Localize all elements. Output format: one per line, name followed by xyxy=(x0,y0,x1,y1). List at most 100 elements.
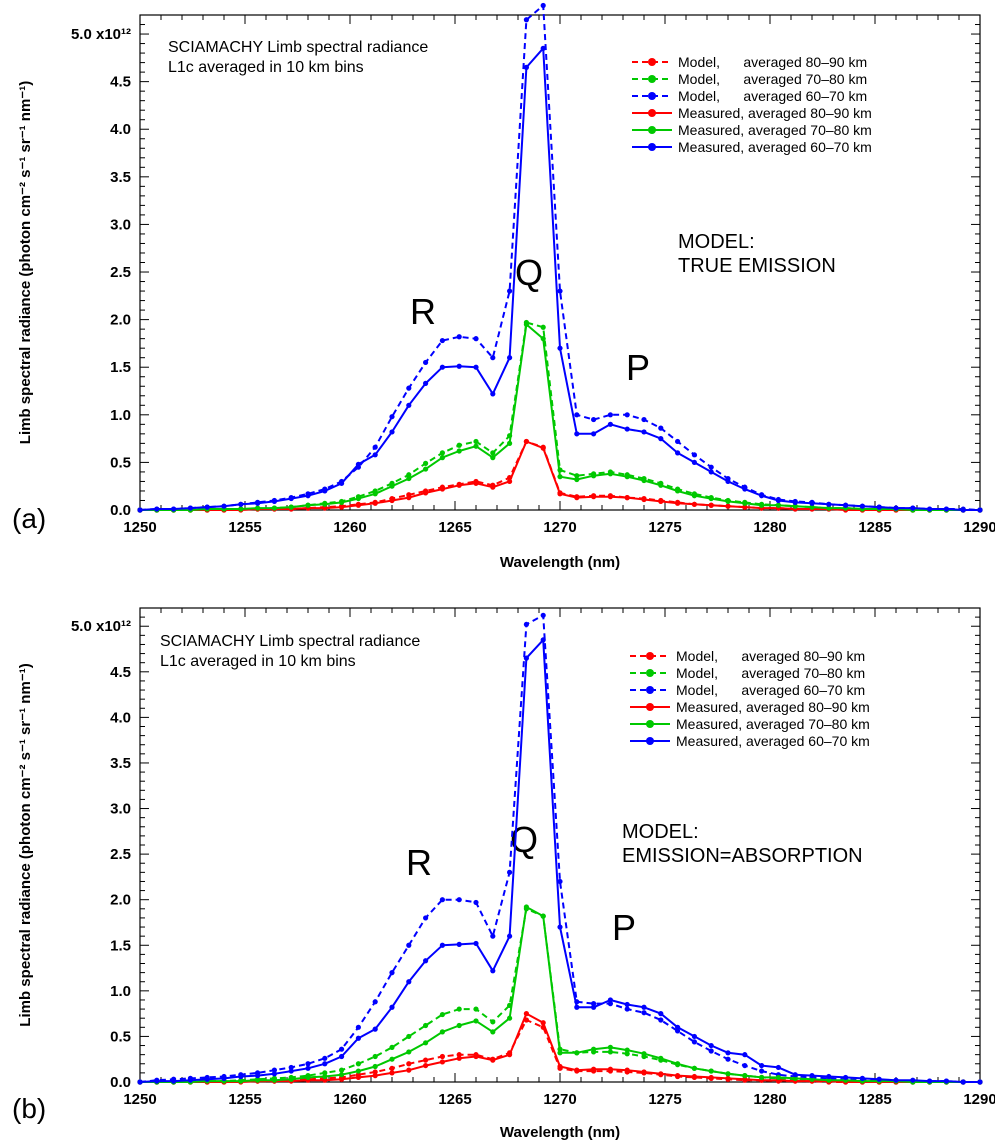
data-point xyxy=(574,473,580,479)
data-point xyxy=(809,500,815,506)
data-point xyxy=(339,1072,345,1078)
data-point xyxy=(322,501,328,507)
data-point xyxy=(322,1070,328,1076)
x-tick-label: 1285 xyxy=(858,1091,891,1108)
x-tick-label: 1265 xyxy=(438,519,471,536)
data-point xyxy=(456,448,462,454)
legend-entry: Measured, averaged 80–90 km xyxy=(678,105,872,121)
data-point xyxy=(591,1066,597,1072)
data-point xyxy=(255,505,261,511)
series-line xyxy=(140,906,980,1083)
data-point xyxy=(675,500,681,506)
data-point xyxy=(473,336,479,342)
data-point xyxy=(456,363,462,369)
data-point xyxy=(574,1050,580,1056)
data-point xyxy=(439,1029,445,1035)
data-point xyxy=(523,64,530,70)
branch-label-r: R xyxy=(406,842,432,883)
data-point xyxy=(540,913,546,919)
data-point xyxy=(507,1015,513,1021)
data-point xyxy=(557,474,563,480)
data-point xyxy=(540,637,546,643)
data-point xyxy=(927,1078,933,1084)
data-point xyxy=(389,1044,395,1050)
x-tick-label: 1290 xyxy=(963,1091,995,1108)
data-point xyxy=(624,1006,630,1012)
data-point xyxy=(137,507,143,513)
series-5 xyxy=(137,637,983,1085)
data-point xyxy=(423,490,429,496)
legend-marker xyxy=(648,143,656,151)
data-point xyxy=(691,459,698,466)
data-point xyxy=(490,1019,496,1025)
data-point xyxy=(708,495,714,502)
data-point xyxy=(473,438,479,445)
data-point xyxy=(204,504,210,510)
legend-entry: Measured, averaged 70–80 km xyxy=(678,122,872,138)
data-point xyxy=(523,438,530,445)
data-point xyxy=(406,979,412,985)
data-point xyxy=(742,1062,748,1069)
data-point xyxy=(725,498,731,505)
y-tick-label: 4.5 xyxy=(110,664,131,681)
data-point xyxy=(322,488,328,494)
data-point xyxy=(507,440,513,446)
data-point xyxy=(523,1011,530,1017)
data-point xyxy=(977,1079,983,1085)
data-point xyxy=(809,1076,815,1082)
model-title-line-1: MODEL: xyxy=(678,231,755,253)
data-point xyxy=(439,1053,445,1060)
x-axis-title: Wavelength (nm) xyxy=(500,554,620,571)
x-tick-label: 1250 xyxy=(123,519,156,536)
data-point xyxy=(423,1062,429,1069)
data-point xyxy=(607,1044,614,1050)
data-point xyxy=(574,1067,580,1073)
data-point xyxy=(271,505,277,511)
data-point xyxy=(876,1076,882,1082)
data-point xyxy=(624,474,630,480)
data-point xyxy=(372,999,378,1005)
data-point xyxy=(792,503,798,509)
data-point xyxy=(355,461,361,467)
data-point xyxy=(675,1024,681,1030)
y-tick-label: 2.0 xyxy=(110,892,131,909)
data-point xyxy=(322,1061,328,1067)
data-point xyxy=(675,488,681,494)
data-point xyxy=(372,1069,378,1075)
data-point xyxy=(439,450,445,456)
data-point xyxy=(255,1077,261,1083)
legend-entry: Model, averaged 80–90 km xyxy=(678,54,867,70)
x-axis-title: Wavelength (nm) xyxy=(500,1124,620,1141)
data-point xyxy=(910,1077,916,1083)
x-tick-label: 1280 xyxy=(753,1091,786,1108)
data-point xyxy=(423,958,429,964)
data-point xyxy=(406,1067,412,1073)
legend-marker xyxy=(646,686,654,694)
data-point xyxy=(255,1073,261,1079)
data-point xyxy=(708,502,714,508)
y-tick-label: 1.5 xyxy=(110,937,131,954)
x-tick-label: 1265 xyxy=(438,1091,471,1108)
y-tick-label: 1.5 xyxy=(110,359,131,376)
data-point xyxy=(456,897,462,903)
legend-marker xyxy=(648,109,656,117)
data-point xyxy=(238,1073,244,1080)
y-axis-title: Limb spectral radiance (photon cm⁻² s⁻¹ … xyxy=(17,663,34,1026)
data-point xyxy=(204,1076,210,1082)
data-point xyxy=(775,502,782,508)
data-point xyxy=(372,1063,378,1070)
data-point xyxy=(826,505,832,511)
data-point xyxy=(742,1073,748,1079)
legend-entry: Model, averaged 70–80 km xyxy=(676,665,865,681)
legend-entry: Measured, averaged 70–80 km xyxy=(676,716,870,732)
data-point xyxy=(288,504,294,510)
data-point xyxy=(389,1065,395,1071)
data-point xyxy=(607,997,614,1003)
data-point xyxy=(591,494,597,500)
data-point xyxy=(490,933,496,939)
data-point xyxy=(658,482,664,488)
data-point xyxy=(322,505,328,511)
y-tick-label: 1.0 xyxy=(110,983,131,1000)
model-title-line-1: MODEL: xyxy=(622,821,699,843)
data-point xyxy=(557,491,563,497)
